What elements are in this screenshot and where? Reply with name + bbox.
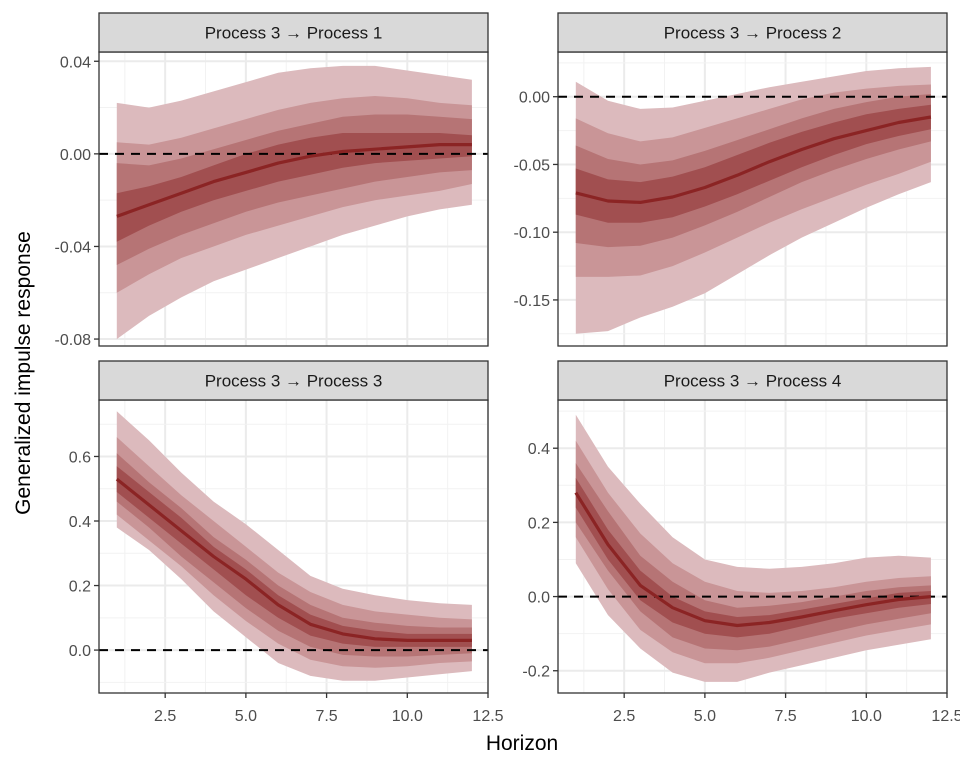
median-response-line — [574, 491, 932, 628]
x-tick-label: 7.5 — [315, 708, 337, 725]
x-tick-label: 7.5 — [774, 708, 796, 725]
median-response-line — [575, 115, 932, 204]
facet-panel: Process 3 → Process 2 -0.15 -0.10 -0.05 0.00 — [514, 12, 948, 347]
y-tick-label: 0.0 — [528, 590, 550, 607]
y-tick-label: 0.2 — [69, 579, 91, 596]
facet-panel: Process 3 → Process 3 0.0 0.2 0.4 0.6 2.5 5.0 7… — [69, 360, 504, 725]
facet-strip — [98, 12, 489, 53]
x-tick-label: 5.0 — [694, 708, 716, 725]
credible-band-inner — [116, 466, 472, 647]
y-tick-label: 0.6 — [69, 449, 91, 466]
y-tick-label: -0.2 — [522, 664, 550, 681]
facet-strip — [98, 360, 489, 401]
facet-strip — [557, 360, 948, 401]
facet-title: Process 3 → Process 3 — [205, 372, 383, 391]
facet-panel: Process 3 → Process 1 -0.08 -0.04 0.00 0.04 — [55, 12, 489, 349]
y-tick-label: 0.4 — [528, 441, 550, 458]
x-axis-title: Horizon — [486, 732, 558, 755]
facet-strip — [557, 12, 948, 53]
median-response-line — [115, 477, 472, 642]
y-tick-label: 0.00 — [519, 90, 550, 107]
y-tick-label: -0.15 — [514, 293, 551, 310]
credible-band-inner — [575, 104, 931, 223]
y-tick-label: 0.0 — [69, 643, 91, 660]
median-response-line — [116, 143, 472, 218]
y-tick-label: -0.05 — [514, 157, 551, 174]
y-tick-label: -0.04 — [55, 239, 92, 256]
x-tick-label: 2.5 — [154, 708, 176, 725]
y-axis-title: Generalized impulse response — [12, 231, 35, 515]
facet-title: Process 3 → Process 2 — [664, 24, 842, 43]
credible-band-inner — [575, 477, 931, 638]
x-tick-label: 12.5 — [931, 708, 960, 725]
facet-title: Process 3 → Process 1 — [205, 24, 383, 43]
x-tick-label: 5.0 — [235, 708, 257, 725]
facet-panel: Process 3 → Process 4 -0.2 0.0 0.2 0.4 2.5 5.0… — [522, 360, 960, 725]
x-tick-label: 2.5 — [613, 708, 635, 725]
y-tick-label: -0.08 — [55, 332, 92, 349]
y-tick-label: -0.10 — [514, 225, 551, 242]
x-tick-label: 12.5 — [472, 708, 503, 725]
y-tick-label: 0.04 — [60, 54, 91, 71]
y-tick-label: 0.00 — [60, 147, 91, 164]
x-tick-label: 10.0 — [392, 708, 423, 725]
facet-title: Process 3 → Process 4 — [664, 372, 842, 391]
x-tick-label: 10.0 — [851, 708, 882, 725]
y-tick-label: 0.4 — [69, 514, 91, 531]
y-tick-label: 0.2 — [528, 515, 550, 532]
credible-band-inner — [116, 133, 472, 242]
